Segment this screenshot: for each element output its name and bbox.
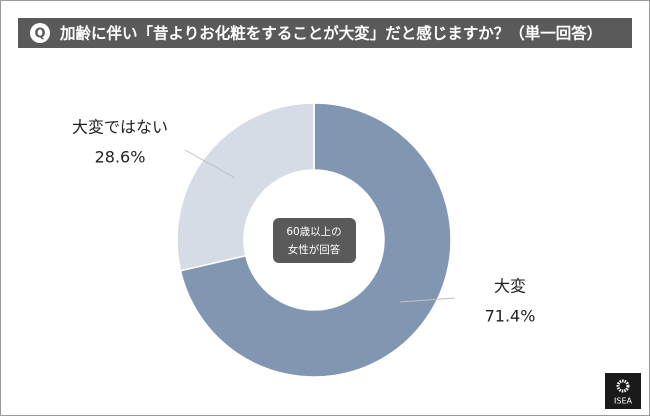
chart-title: 加齢に伴い「昔よりお化粧をすることが大変」だと感じますか？（単一回答） — [59, 24, 602, 43]
center-label: 60歳以上の — [286, 226, 341, 238]
donut-slice — [179, 102, 452, 378]
leader-line — [184, 149, 236, 179]
center-box — [273, 218, 356, 263]
value-label: 28.6% — [95, 148, 146, 167]
logo-mark — [616, 379, 630, 393]
badge-circle — [30, 23, 50, 43]
center-label: 女性が回答 — [288, 243, 341, 256]
title-bar — [18, 18, 632, 48]
donut-slice — [176, 102, 315, 272]
logo: ISEA — [614, 397, 632, 406]
value-label: 71.4% — [485, 307, 536, 326]
badge: Q — [34, 27, 45, 42]
category-label: 大変 — [494, 277, 526, 296]
leader-line — [399, 297, 456, 303]
category-label: 大変ではない — [72, 118, 168, 137]
